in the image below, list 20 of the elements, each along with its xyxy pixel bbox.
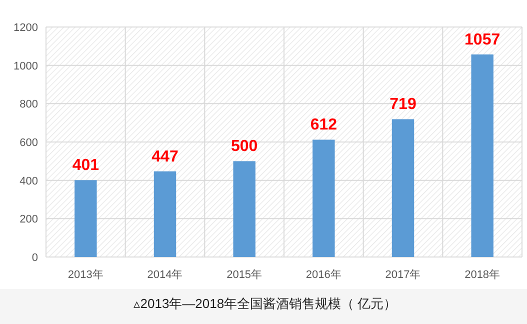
xtick: 2018年 (464, 269, 500, 281)
xtick: 2017年 (385, 269, 421, 281)
data-label: 401 (72, 157, 100, 174)
xtick: 2016年 (306, 269, 342, 281)
data-label: 447 (152, 148, 178, 166)
data-label: 500 (230, 138, 258, 156)
data-label: 1057 (464, 31, 500, 48)
data-label: 719 (390, 96, 416, 114)
ytick: 600 (20, 137, 38, 149)
ytick: 0 (32, 252, 38, 264)
xtick: 2015年 (226, 269, 262, 281)
ytick: 400 (20, 175, 38, 188)
xtick: 2013年 (68, 269, 104, 281)
ytick: 1000 (14, 60, 38, 72)
data-label: 612 (310, 116, 338, 134)
xtick: 2014年 (147, 269, 183, 281)
annotation: ▵2013年—2018年全国酱酒销售规模（ 亿元） (133, 296, 397, 311)
ytick: 800 (20, 98, 38, 111)
ytick: 1200 (14, 22, 38, 34)
ytick: 200 (20, 214, 38, 226)
